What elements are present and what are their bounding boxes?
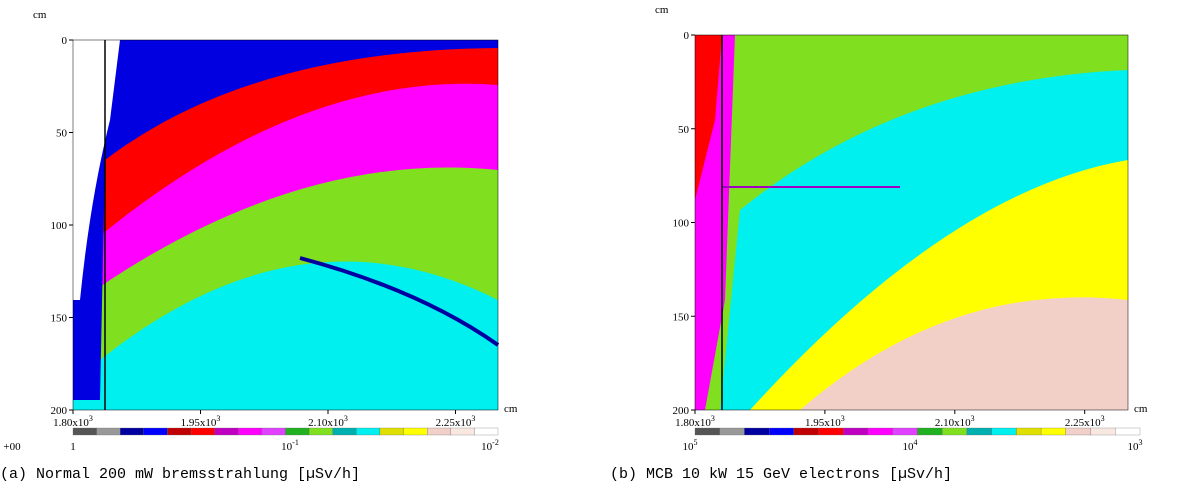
colorbar-cell [190,427,215,436]
colorbar-cell [167,427,192,436]
colorbar-cell [744,427,770,436]
colorbar-label-exp: 4 [914,438,918,447]
colorbar-cell [308,427,333,436]
heatmap-a [72,39,500,411]
colorbar-label-exp: 5 [694,438,698,447]
x-tick-label-base: 2.25x10 [1065,417,1101,429]
x-tick-label: 2.10x103 [308,414,348,429]
colorbar-cell [214,427,239,436]
colorbar-label-exp: 3 [1139,438,1143,447]
x-tick-label: 2.10x103 [935,414,975,429]
y-tick-label: 50 [678,124,690,136]
x-tick-label-exp: 3 [971,414,975,423]
colorbar-label: 10-1 [281,438,299,453]
colorbar-cell [238,427,263,436]
colorbar-label-base: +00 [3,441,21,453]
colorbar-cell [769,427,795,436]
colorbar-cell [1065,427,1091,436]
colorbar-cell [843,427,869,436]
y-tick-label: 50 [56,128,68,140]
x-tick-label: 2.25x103 [1065,414,1105,429]
y-unit: cm [655,4,669,16]
colorbar-cell [143,427,168,436]
x-tick-label-base: 1.80x10 [675,417,711,429]
colorbar-cell [917,427,943,436]
colorbar-label-exp: -1 [292,438,299,447]
colorbar-cell [120,427,144,436]
x-tick-label-base: 1.80x10 [53,417,89,429]
colorbar-cell [991,427,1017,436]
y-tick-label: 0 [684,30,690,42]
colorbar-cell [332,427,357,436]
colorbar-cell [966,427,992,436]
colorbar-label: 10-2 [481,438,499,453]
y-tick-label: 150 [51,313,68,325]
x-tick-label-exp: 3 [1101,414,1105,423]
x-tick-label-base: 1.95x10 [805,417,841,429]
x-tick-label-exp: 3 [841,414,845,423]
colorbar-label: 105 [683,438,698,453]
y-unit: cm [33,9,47,21]
x-unit: cm [1134,403,1148,415]
x-tick-label: 1.95x103 [181,414,221,429]
colorbar-label-base: 10 [281,441,293,453]
x-tick-label-exp: 3 [89,414,93,423]
x-tick-label-base: 2.10x10 [308,417,344,429]
colorbar-label-base: 10 [1128,441,1140,453]
colorbar-label-base: 10 [903,441,915,453]
x-tick-label-base: 2.10x10 [935,417,971,429]
colorbar-label-base: 1 [70,441,76,453]
colorbar-label: 104 [903,438,918,453]
caption: (a) Normal 200 mW bremsstrahlung [µSv/h] [0,466,360,483]
colorbar-label-exp: -2 [492,438,499,447]
colorbar-cell [427,427,451,436]
colorbar-cell [261,427,286,436]
colorbar-cell [96,427,121,436]
x-tick-label: 1.80x103 [675,414,715,429]
colorbar-cell [1090,427,1116,436]
colorbar-cell [867,427,893,436]
colorbar-cell [72,427,97,436]
x-tick-label-exp: 3 [344,414,348,423]
y-tick-label: 100 [51,220,68,232]
colorbar-cell [285,427,310,436]
colorbar-cell [379,427,404,436]
colorbar-label-base: 10 [683,441,695,453]
colorbar-label: +00 [3,441,21,453]
heatmap-b [694,34,1129,411]
colorbar-cell [892,427,918,436]
colorbar-cell [1040,427,1066,436]
colorbar-cell [942,427,968,436]
x-tick-label: 1.95x103 [805,414,845,429]
colorbar-label: 103 [1128,438,1143,453]
y-tick-label: 200 [673,405,690,417]
colorbar-cell [403,427,428,436]
colorbar-cell [474,427,499,436]
y-tick-label: 100 [673,218,690,230]
y-tick-label: 0 [62,35,68,47]
colorbar-cell [719,427,745,436]
colorbar-cell [1115,427,1141,436]
colorbar-cell [818,427,844,436]
x-tick-label-exp: 3 [471,414,475,423]
colorbar-cell [1016,427,1042,436]
y-tick-label: 150 [673,311,690,323]
colorbar-cell [694,427,720,436]
x-tick-label: 2.25x103 [436,414,476,429]
x-tick-label-base: 2.25x10 [436,417,472,429]
x-tick-label-exp: 3 [711,414,715,423]
caption: (b) MCB 10 kW 15 GeV electrons [µSv/h] [610,466,952,483]
colorbar-cell [450,427,475,436]
colorbar-cell [356,427,381,436]
x-tick-label-base: 1.95x10 [181,417,217,429]
y-tick-label: 200 [51,405,68,417]
x-unit: cm [504,403,518,415]
x-tick-label-exp: 3 [216,414,220,423]
colorbar-cell [793,427,819,436]
x-tick-label: 1.80x103 [53,414,93,429]
colorbar-label-base: 10 [481,441,493,453]
colorbar-label: 1 [70,441,76,453]
